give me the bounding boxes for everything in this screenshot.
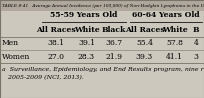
Text: 2005-2009 (NCI, 2013).: 2005-2009 (NCI, 2013). (2, 75, 83, 80)
Text: B: B (193, 26, 200, 34)
Text: 41.1: 41.1 (166, 53, 183, 61)
Text: TABLE 8-41   Average Annual Incidence (per 100,000) of Non-Hodgkin Lymphoma in t: TABLE 8-41 Average Annual Incidence (per… (2, 4, 204, 8)
Text: White: White (162, 26, 188, 34)
Text: 60-64 Years Old: 60-64 Years Old (132, 11, 200, 19)
Bar (0, 50, 204, 63)
Text: All Races: All Races (125, 26, 164, 34)
Text: Black: Black (102, 26, 126, 34)
Bar (0, 11, 204, 24)
Bar (0, 24, 204, 37)
Text: 55-59 Years Old: 55-59 Years Old (50, 11, 118, 19)
Text: Women: Women (2, 53, 30, 61)
Text: White: White (74, 26, 99, 34)
Text: 38.1: 38.1 (48, 39, 65, 47)
Text: 55.4: 55.4 (136, 39, 153, 47)
Text: 39.1: 39.1 (78, 39, 95, 47)
Text: Men: Men (2, 39, 19, 47)
Text: 3: 3 (194, 53, 199, 61)
Text: 39.3: 39.3 (136, 53, 153, 61)
Text: 28.3: 28.3 (78, 53, 95, 61)
Text: 27.0: 27.0 (48, 53, 65, 61)
Text: 4: 4 (194, 39, 199, 47)
Text: 57.8: 57.8 (166, 39, 183, 47)
Text: All Races: All Races (36, 26, 76, 34)
Bar (0, 37, 204, 50)
Text: a  Surveillance, Epidemiology, and End Results program, nine r: a Surveillance, Epidemiology, and End Re… (2, 67, 203, 72)
Text: 21.9: 21.9 (106, 53, 123, 61)
Bar (0, 63, 204, 80)
Bar (0, 0, 204, 11)
Text: 36.7: 36.7 (106, 39, 123, 47)
